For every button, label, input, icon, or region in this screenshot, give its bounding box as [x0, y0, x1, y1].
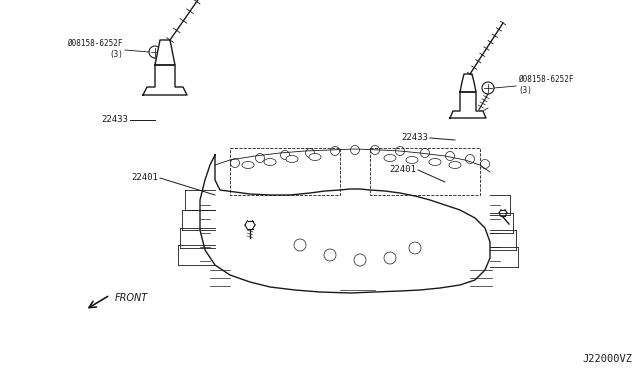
Ellipse shape: [449, 161, 461, 169]
Ellipse shape: [384, 154, 396, 161]
Ellipse shape: [286, 155, 298, 163]
Ellipse shape: [264, 158, 276, 166]
Text: Ø08158-6252F
(3): Ø08158-6252F (3): [67, 39, 123, 59]
Text: Ø08158-6252F
(3): Ø08158-6252F (3): [518, 75, 573, 95]
Text: J22000VZ: J22000VZ: [582, 354, 632, 364]
Ellipse shape: [242, 161, 254, 169]
Ellipse shape: [309, 154, 321, 160]
Text: 22401: 22401: [389, 166, 416, 174]
Polygon shape: [200, 155, 490, 293]
Polygon shape: [155, 40, 175, 65]
Text: 22401: 22401: [131, 173, 158, 183]
Text: FRONT: FRONT: [115, 293, 148, 303]
Text: 22433: 22433: [101, 115, 128, 125]
Polygon shape: [450, 92, 486, 118]
Polygon shape: [143, 65, 187, 95]
Polygon shape: [460, 74, 476, 92]
Text: 22433: 22433: [401, 134, 428, 142]
Ellipse shape: [406, 157, 418, 164]
Ellipse shape: [429, 158, 441, 166]
